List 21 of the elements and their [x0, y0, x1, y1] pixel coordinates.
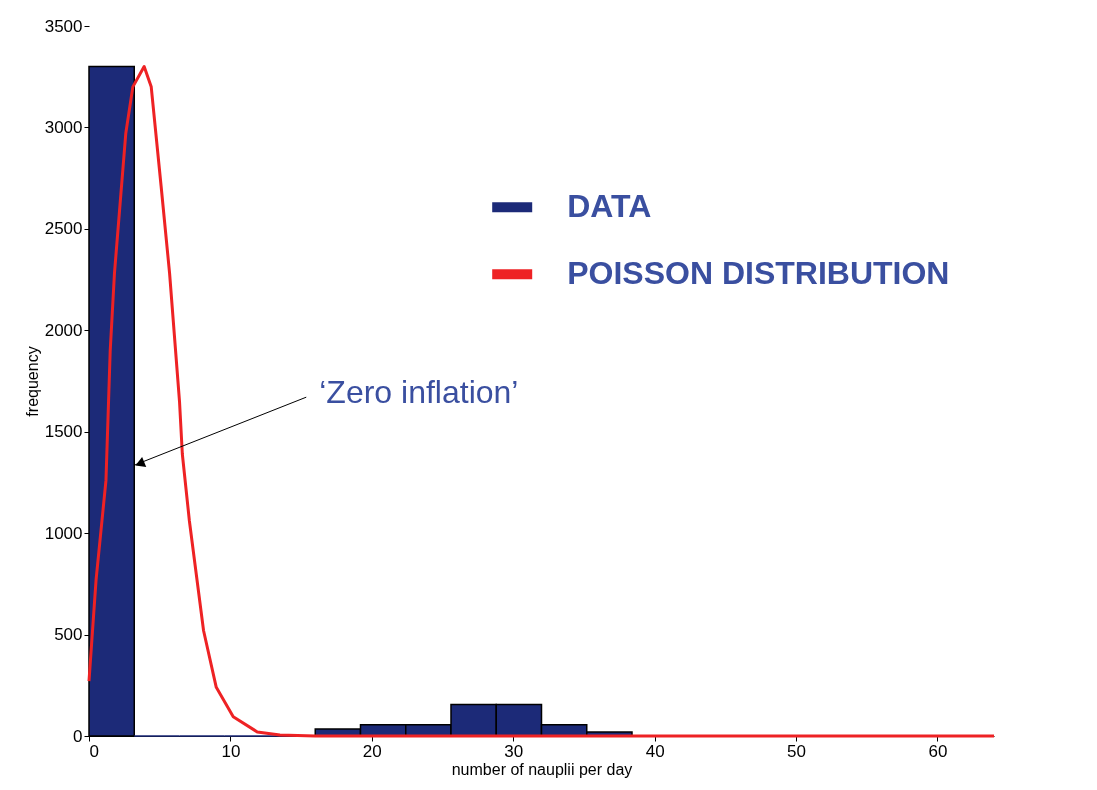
x-tick-label: 20 — [362, 741, 382, 761]
y-tick-label: 0 — [73, 726, 83, 746]
x-tick-label: 30 — [504, 741, 524, 761]
legend-label: POISSON DISTRIBUTION — [567, 255, 950, 292]
x-tick-label: 10 — [221, 741, 241, 761]
line-series — [87, 65, 996, 738]
x-tick-label: 40 — [645, 741, 665, 761]
y-axis-title: frequency — [23, 346, 41, 417]
y-tick-label: 2500 — [44, 219, 83, 239]
y-tick-label: 500 — [54, 625, 83, 645]
legend-label: DATA — [567, 188, 652, 225]
y-tick-label: 3500 — [44, 16, 83, 36]
annotation: ‘Zero inflation’ — [319, 374, 519, 411]
y-tick-label: 1000 — [44, 523, 83, 543]
x-tick-label: 50 — [787, 741, 806, 761]
x-tick-label: 60 — [928, 741, 948, 761]
y-tick-label: 1500 — [44, 422, 83, 442]
x-tick-label: 0 — [89, 741, 99, 761]
x-axis-title: number of nauplii per day — [451, 760, 633, 778]
y-tick-label: 3000 — [44, 117, 83, 137]
y-tick-label: 2000 — [44, 320, 83, 340]
